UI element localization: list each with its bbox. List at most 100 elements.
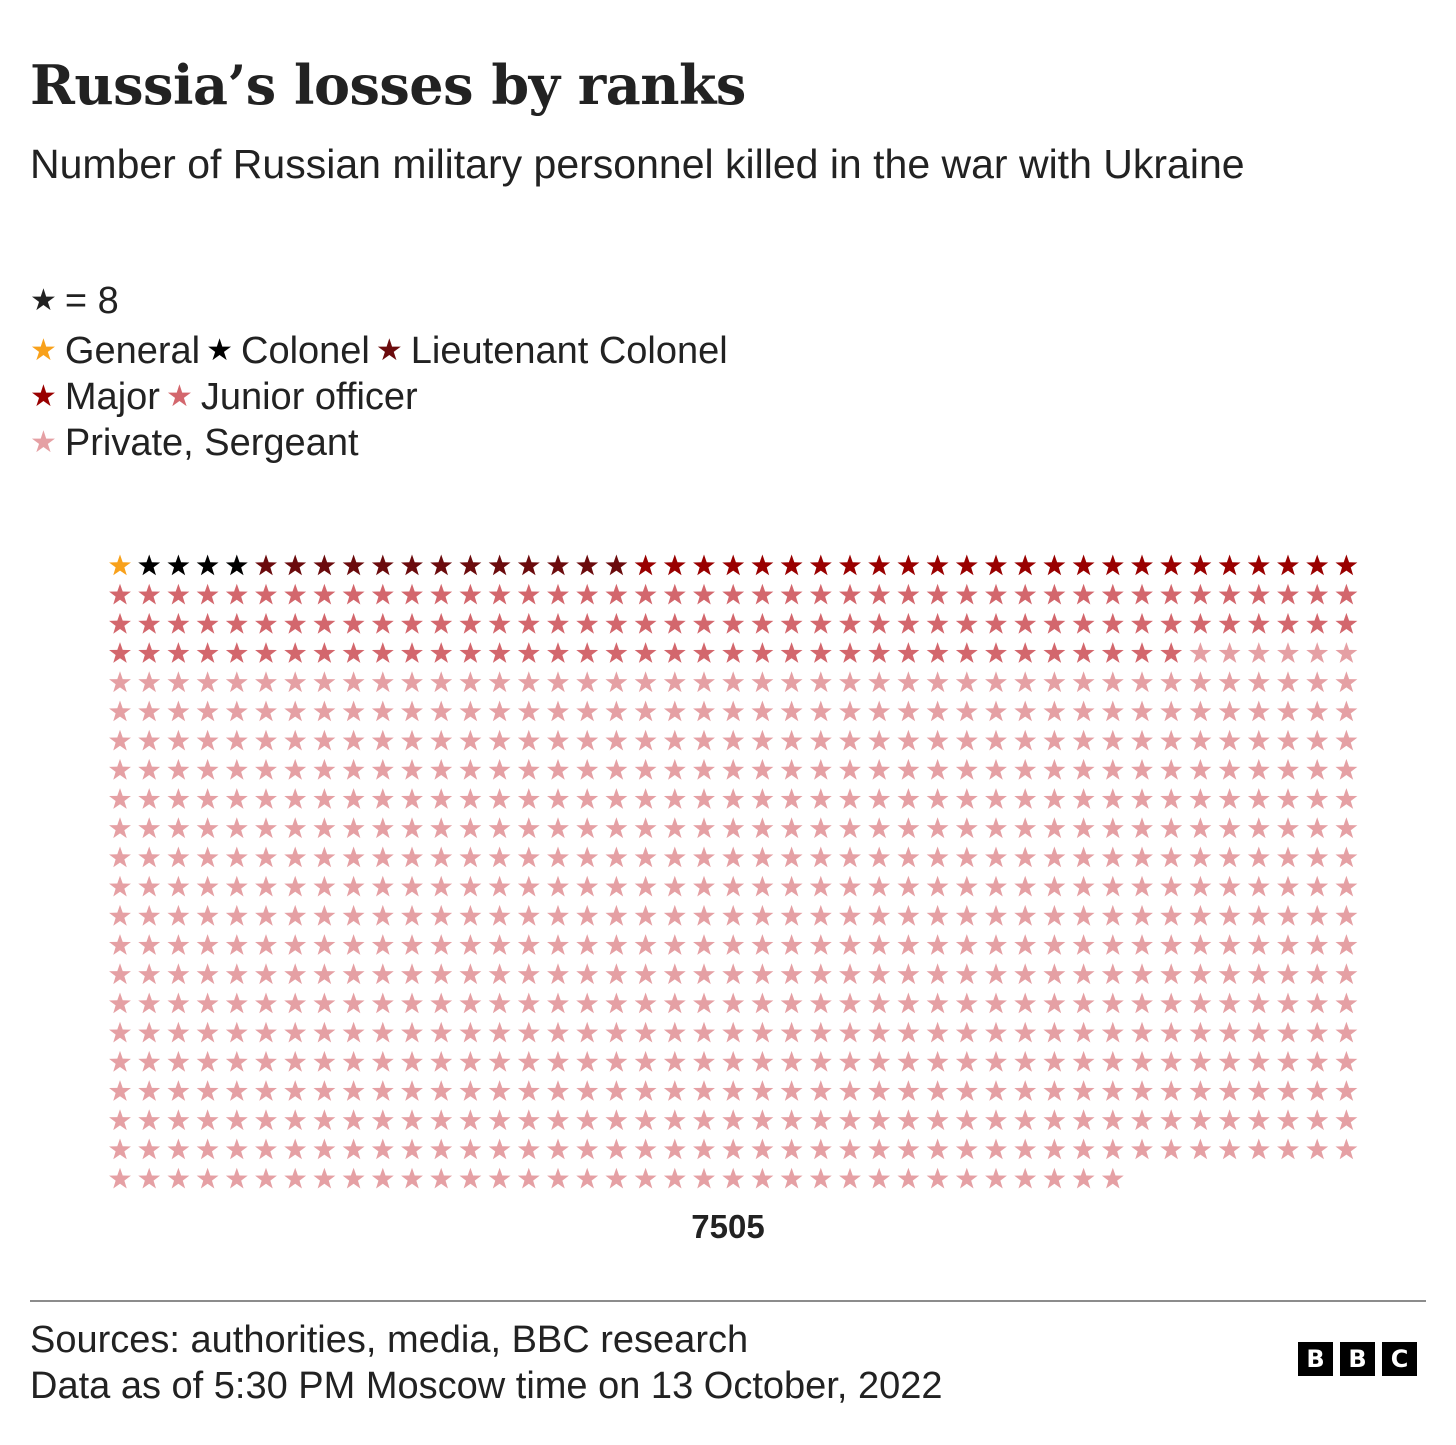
star-private-sergeant (663, 1109, 686, 1131)
star-private-sergeant (401, 904, 423, 926)
star-private-sergeant (167, 1167, 190, 1189)
star-junior-officer (839, 583, 861, 605)
star-private-sergeant (225, 875, 248, 897)
star-private-sergeant (1014, 817, 1037, 839)
star-private-sergeant (1072, 788, 1095, 809)
star-private-sergeant (1043, 1167, 1066, 1189)
star-private-sergeant (955, 729, 978, 751)
star-private-sergeant (1131, 671, 1153, 693)
star-private-sergeant (547, 1021, 569, 1043)
star-private-sergeant (1101, 875, 1124, 897)
star-private-sergeant (780, 729, 803, 751)
star-private-sergeant (225, 758, 248, 780)
star-private-sergeant (1306, 758, 1329, 780)
star-private-sergeant (196, 1080, 219, 1101)
star-private-sergeant (576, 1109, 599, 1131)
star-private-sergeant (897, 1138, 920, 1160)
star-private-sergeant (897, 934, 920, 955)
star-private-sergeant (955, 671, 978, 693)
star-lieutenant-colonel (284, 554, 307, 576)
star-private-sergeant (1014, 1138, 1037, 1160)
star-private-sergeant (430, 904, 453, 926)
star-private-sergeant (1014, 992, 1037, 1014)
star-junior-officer (722, 642, 745, 663)
star-private-sergeant (751, 1138, 774, 1160)
star-junior-officer (576, 583, 599, 605)
star-private-sergeant (693, 904, 715, 926)
star-junior-officer (196, 583, 219, 605)
legend-label: Private, Sergeant (64, 422, 359, 464)
star-private-sergeant (371, 963, 394, 985)
star-private-sergeant (576, 846, 599, 868)
star-private-sergeant (634, 1080, 657, 1101)
star-junior-officer (138, 642, 161, 663)
star-private-sergeant (196, 963, 219, 985)
star-junior-officer (371, 583, 394, 605)
star-lieutenant-colonel (430, 554, 453, 576)
star-private-sergeant (167, 1021, 190, 1043)
star-private-sergeant (1043, 788, 1066, 809)
star-private-sergeant (868, 729, 891, 751)
star-private-sergeant (634, 671, 657, 693)
star-private-sergeant (459, 758, 482, 780)
star-private-sergeant (342, 1167, 365, 1189)
star-private-sergeant (926, 729, 949, 751)
star-private-sergeant (693, 700, 715, 722)
star-private-sergeant (1189, 729, 1212, 751)
star-private-sergeant (1072, 1021, 1095, 1043)
star-private-sergeant (547, 1167, 569, 1189)
star-private-sergeant (1160, 788, 1183, 809)
star-major (1189, 554, 1212, 576)
star-private-sergeant (693, 875, 715, 897)
star-private-sergeant (1277, 846, 1299, 868)
star-private-sergeant (722, 700, 745, 722)
star-private-sergeant (488, 1109, 511, 1131)
star-private-sergeant (138, 1080, 161, 1101)
star-private-sergeant (342, 671, 365, 693)
star-private-sergeant (897, 1050, 920, 1072)
star-private-sergeant (313, 1109, 336, 1131)
star-private-sergeant (1335, 963, 1358, 985)
star-junior-officer (430, 583, 453, 605)
star-private-sergeant (313, 1167, 336, 1189)
legend-label: Lieutenant Colonel (410, 330, 728, 372)
star-private-sergeant (1335, 934, 1358, 955)
star-junior-officer (1043, 642, 1066, 663)
star-private-sergeant (488, 992, 511, 1014)
star-private-sergeant (371, 1021, 394, 1043)
star-private-sergeant (488, 1050, 511, 1072)
star-private-sergeant (839, 934, 861, 955)
star-private-sergeant (109, 1080, 131, 1101)
star-private-sergeant (663, 817, 686, 839)
star-colonel (196, 554, 219, 576)
star-private-sergeant (605, 1109, 628, 1131)
star-private-sergeant (1101, 1167, 1124, 1189)
star-junior-officer (839, 612, 861, 634)
star-private-sergeant (459, 671, 482, 693)
star-junior-officer (663, 612, 686, 634)
star-private-sergeant (955, 846, 978, 868)
star-private-sergeant (1101, 788, 1124, 809)
star-private-sergeant (576, 817, 599, 839)
star-private-sergeant (459, 1050, 482, 1072)
bbc-logo: B B C (1298, 1342, 1417, 1376)
legend-item-general: ★ General (30, 328, 200, 374)
star-junior-officer (693, 612, 715, 634)
star-private-sergeant (1247, 875, 1270, 897)
star-private-sergeant (868, 817, 891, 839)
star-colonel (167, 554, 190, 576)
star-private-sergeant (1335, 846, 1358, 868)
star-junior-officer (225, 612, 248, 634)
star-private-sergeant (1160, 758, 1183, 780)
star-private-sergeant (780, 992, 803, 1014)
star-private-sergeant (430, 934, 453, 955)
total-label: 7505 (691, 1208, 765, 1245)
star-private-sergeant (1218, 788, 1241, 809)
star-junior-officer (547, 583, 569, 605)
star-private-sergeant (284, 846, 307, 868)
star-private-sergeant (1306, 904, 1329, 926)
star-junior-officer (1247, 583, 1270, 605)
star-private-sergeant (926, 1138, 949, 1160)
star-private-sergeant (955, 875, 978, 897)
star-private-sergeant (985, 934, 1007, 955)
